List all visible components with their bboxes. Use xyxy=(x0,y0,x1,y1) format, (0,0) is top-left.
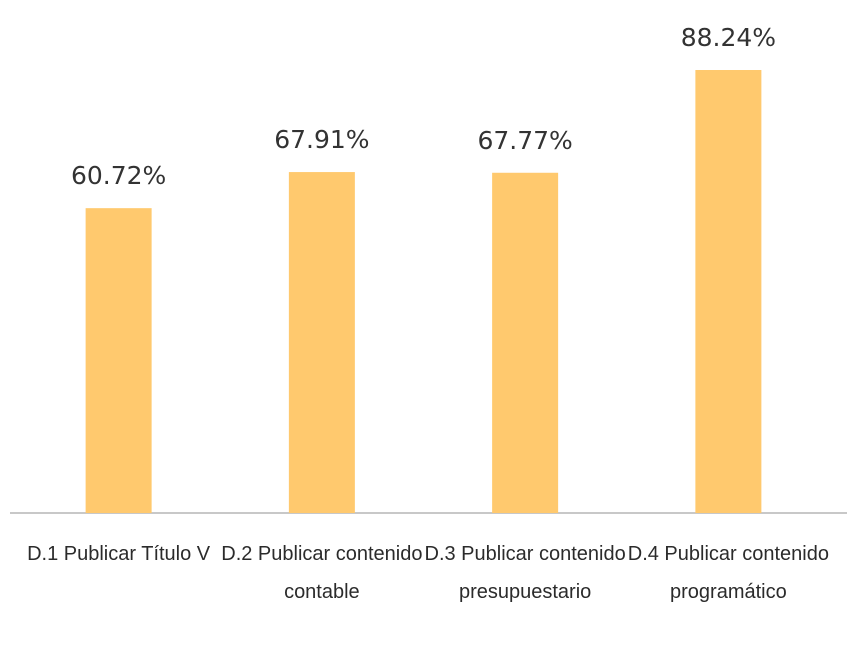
bar xyxy=(85,208,152,513)
value-label: 67.91% xyxy=(274,125,369,154)
bar xyxy=(492,172,559,513)
value-label: 60.72% xyxy=(71,161,166,190)
value-label: 67.77% xyxy=(477,126,572,155)
bar xyxy=(695,70,762,513)
bar xyxy=(288,172,355,514)
x-tick-label: D.1 Publicar Título V xyxy=(27,543,211,565)
x-tick-label: D.3 Publicar contenido presupuestario xyxy=(424,543,626,603)
value-label: 88.24% xyxy=(681,23,776,52)
x-tick-label: D.2 Publicar contenido contable xyxy=(221,543,423,603)
x-tick-label: D.4 Publicar contenido programático xyxy=(627,543,829,603)
